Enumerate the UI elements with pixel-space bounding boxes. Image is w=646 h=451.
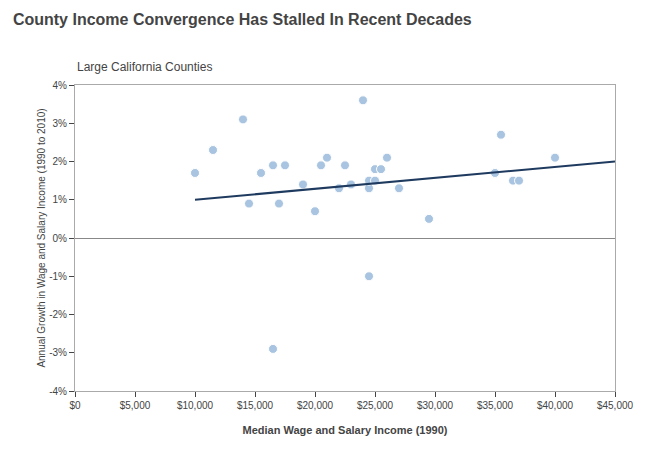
svg-text:$5,000: $5,000 — [120, 400, 151, 411]
svg-text:Annual Growth in Wage and Sala: Annual Growth in Wage and Salary Income … — [36, 108, 47, 367]
svg-text:2%: 2% — [53, 156, 68, 167]
svg-text:1%: 1% — [53, 194, 68, 205]
svg-text:$20,000: $20,000 — [297, 400, 334, 411]
svg-text:$40,000: $40,000 — [537, 400, 574, 411]
svg-text:Large California Counties: Large California Counties — [77, 60, 212, 74]
svg-text:Median Wage and Salary Income: Median Wage and Salary Income (1990) — [243, 424, 448, 436]
svg-text:-1%: -1% — [49, 271, 67, 282]
svg-text:-2%: -2% — [49, 309, 67, 320]
svg-text:4%: 4% — [53, 80, 68, 91]
svg-text:0%: 0% — [53, 233, 68, 244]
svg-text:County Income Convergence Has: County Income Convergence Has Stalled In… — [13, 11, 472, 28]
svg-text:$30,000: $30,000 — [417, 400, 454, 411]
svg-text:$35,000: $35,000 — [477, 400, 514, 411]
svg-text:$0: $0 — [69, 400, 81, 411]
svg-text:$25,000: $25,000 — [357, 400, 394, 411]
svg-text:3%: 3% — [53, 118, 68, 129]
svg-text:-3%: -3% — [49, 347, 67, 358]
svg-text:$10,000: $10,000 — [177, 400, 214, 411]
svg-text:$15,000: $15,000 — [237, 400, 274, 411]
svg-text:$45,000: $45,000 — [597, 400, 634, 411]
svg-text:-4%: -4% — [49, 386, 67, 397]
